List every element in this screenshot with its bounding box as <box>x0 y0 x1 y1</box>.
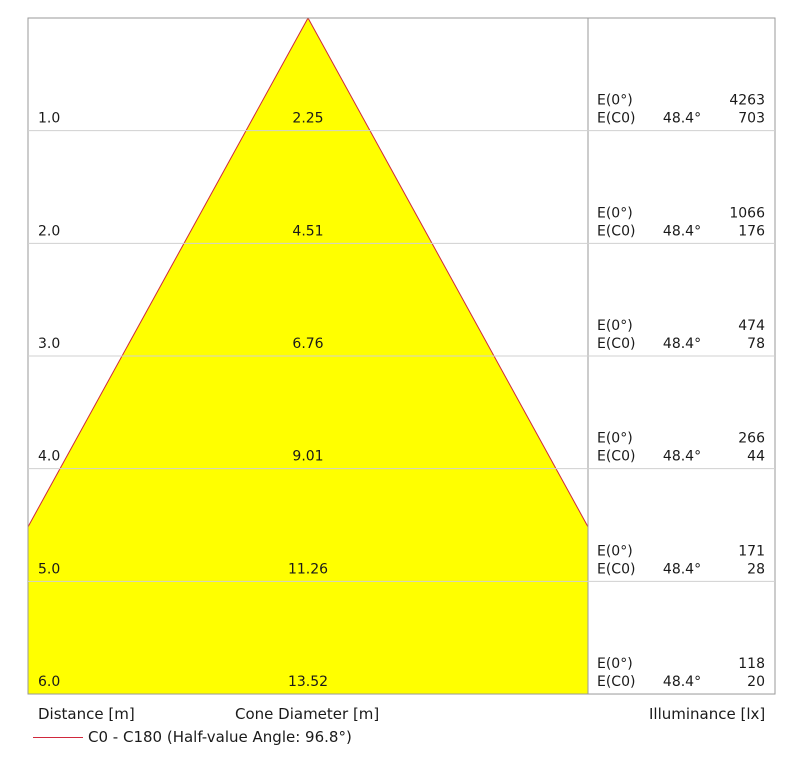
e0-label: E(0°) <box>597 431 633 447</box>
distance-value: 6.0 <box>38 674 60 690</box>
c0-value: 44 <box>747 449 765 465</box>
c0-label: E(C0) <box>597 223 635 239</box>
c0-angle: 48.4° <box>663 223 701 239</box>
distance-value: 4.0 <box>38 449 60 465</box>
c0-value: 28 <box>747 561 765 577</box>
e0-value: 118 <box>738 656 765 672</box>
c0-label: E(C0) <box>597 674 635 690</box>
c0-angle: 48.4° <box>663 674 701 690</box>
diameter-value: 11.26 <box>288 561 328 577</box>
cone-edge-left <box>27 17 309 528</box>
e0-value: 1066 <box>729 205 765 221</box>
c0-angle: 48.4° <box>663 336 701 352</box>
c0-label: E(C0) <box>597 561 635 577</box>
distance-value: 1.0 <box>38 111 60 127</box>
distance-value: 2.0 <box>38 223 60 239</box>
e0-value: 4263 <box>729 93 765 109</box>
legend-line-swatch <box>33 737 83 738</box>
diameter-axis-label: Cone Diameter [m] <box>235 705 380 723</box>
c0-label: E(C0) <box>597 449 635 465</box>
diameter-value: 9.01 <box>292 449 323 465</box>
legend-label: C0 - C180 (Half-value Angle: 96.8°) <box>88 728 352 746</box>
diameter-value: 2.25 <box>292 111 323 127</box>
distance-value: 5.0 <box>38 561 60 577</box>
c0-label: E(C0) <box>597 111 635 127</box>
e0-value: 474 <box>738 318 765 334</box>
e0-label: E(0°) <box>597 656 633 672</box>
e0-label: E(0°) <box>597 93 633 109</box>
c0-angle: 48.4° <box>663 111 701 127</box>
c0-angle: 48.4° <box>663 449 701 465</box>
e0-label: E(0°) <box>597 205 633 221</box>
c0-value: 20 <box>747 674 765 690</box>
distance-value: 3.0 <box>38 336 60 352</box>
e0-value: 171 <box>738 543 765 559</box>
cone-edge-right <box>307 17 589 528</box>
illuminance-axis-label: Illuminance [lx] <box>649 705 766 723</box>
e0-value: 266 <box>738 431 765 447</box>
diameter-value: 13.52 <box>288 674 328 690</box>
row-labels: 1.0 2.25 E(0°) 4263 E(C0) 48.4° 703 2.0 4.51 E(0°… <box>38 93 765 690</box>
cone-diagram: 1.0 2.25 E(0°) 4263 E(C0) 48.4° 703 2.0 4.51 E(0°… <box>27 17 776 695</box>
grid-layer <box>27 17 776 695</box>
c0-value: 176 <box>738 223 765 239</box>
c0-value: 703 <box>738 111 765 127</box>
distance-axis-label: Distance [m] <box>38 705 135 723</box>
c0-value: 78 <box>747 336 765 352</box>
c0-label: E(C0) <box>597 336 635 352</box>
e0-label: E(0°) <box>597 543 633 559</box>
c0-angle: 48.4° <box>663 561 701 577</box>
e0-label: E(0°) <box>597 318 633 334</box>
diameter-value: 4.51 <box>292 223 323 239</box>
diameter-value: 6.76 <box>292 336 323 352</box>
